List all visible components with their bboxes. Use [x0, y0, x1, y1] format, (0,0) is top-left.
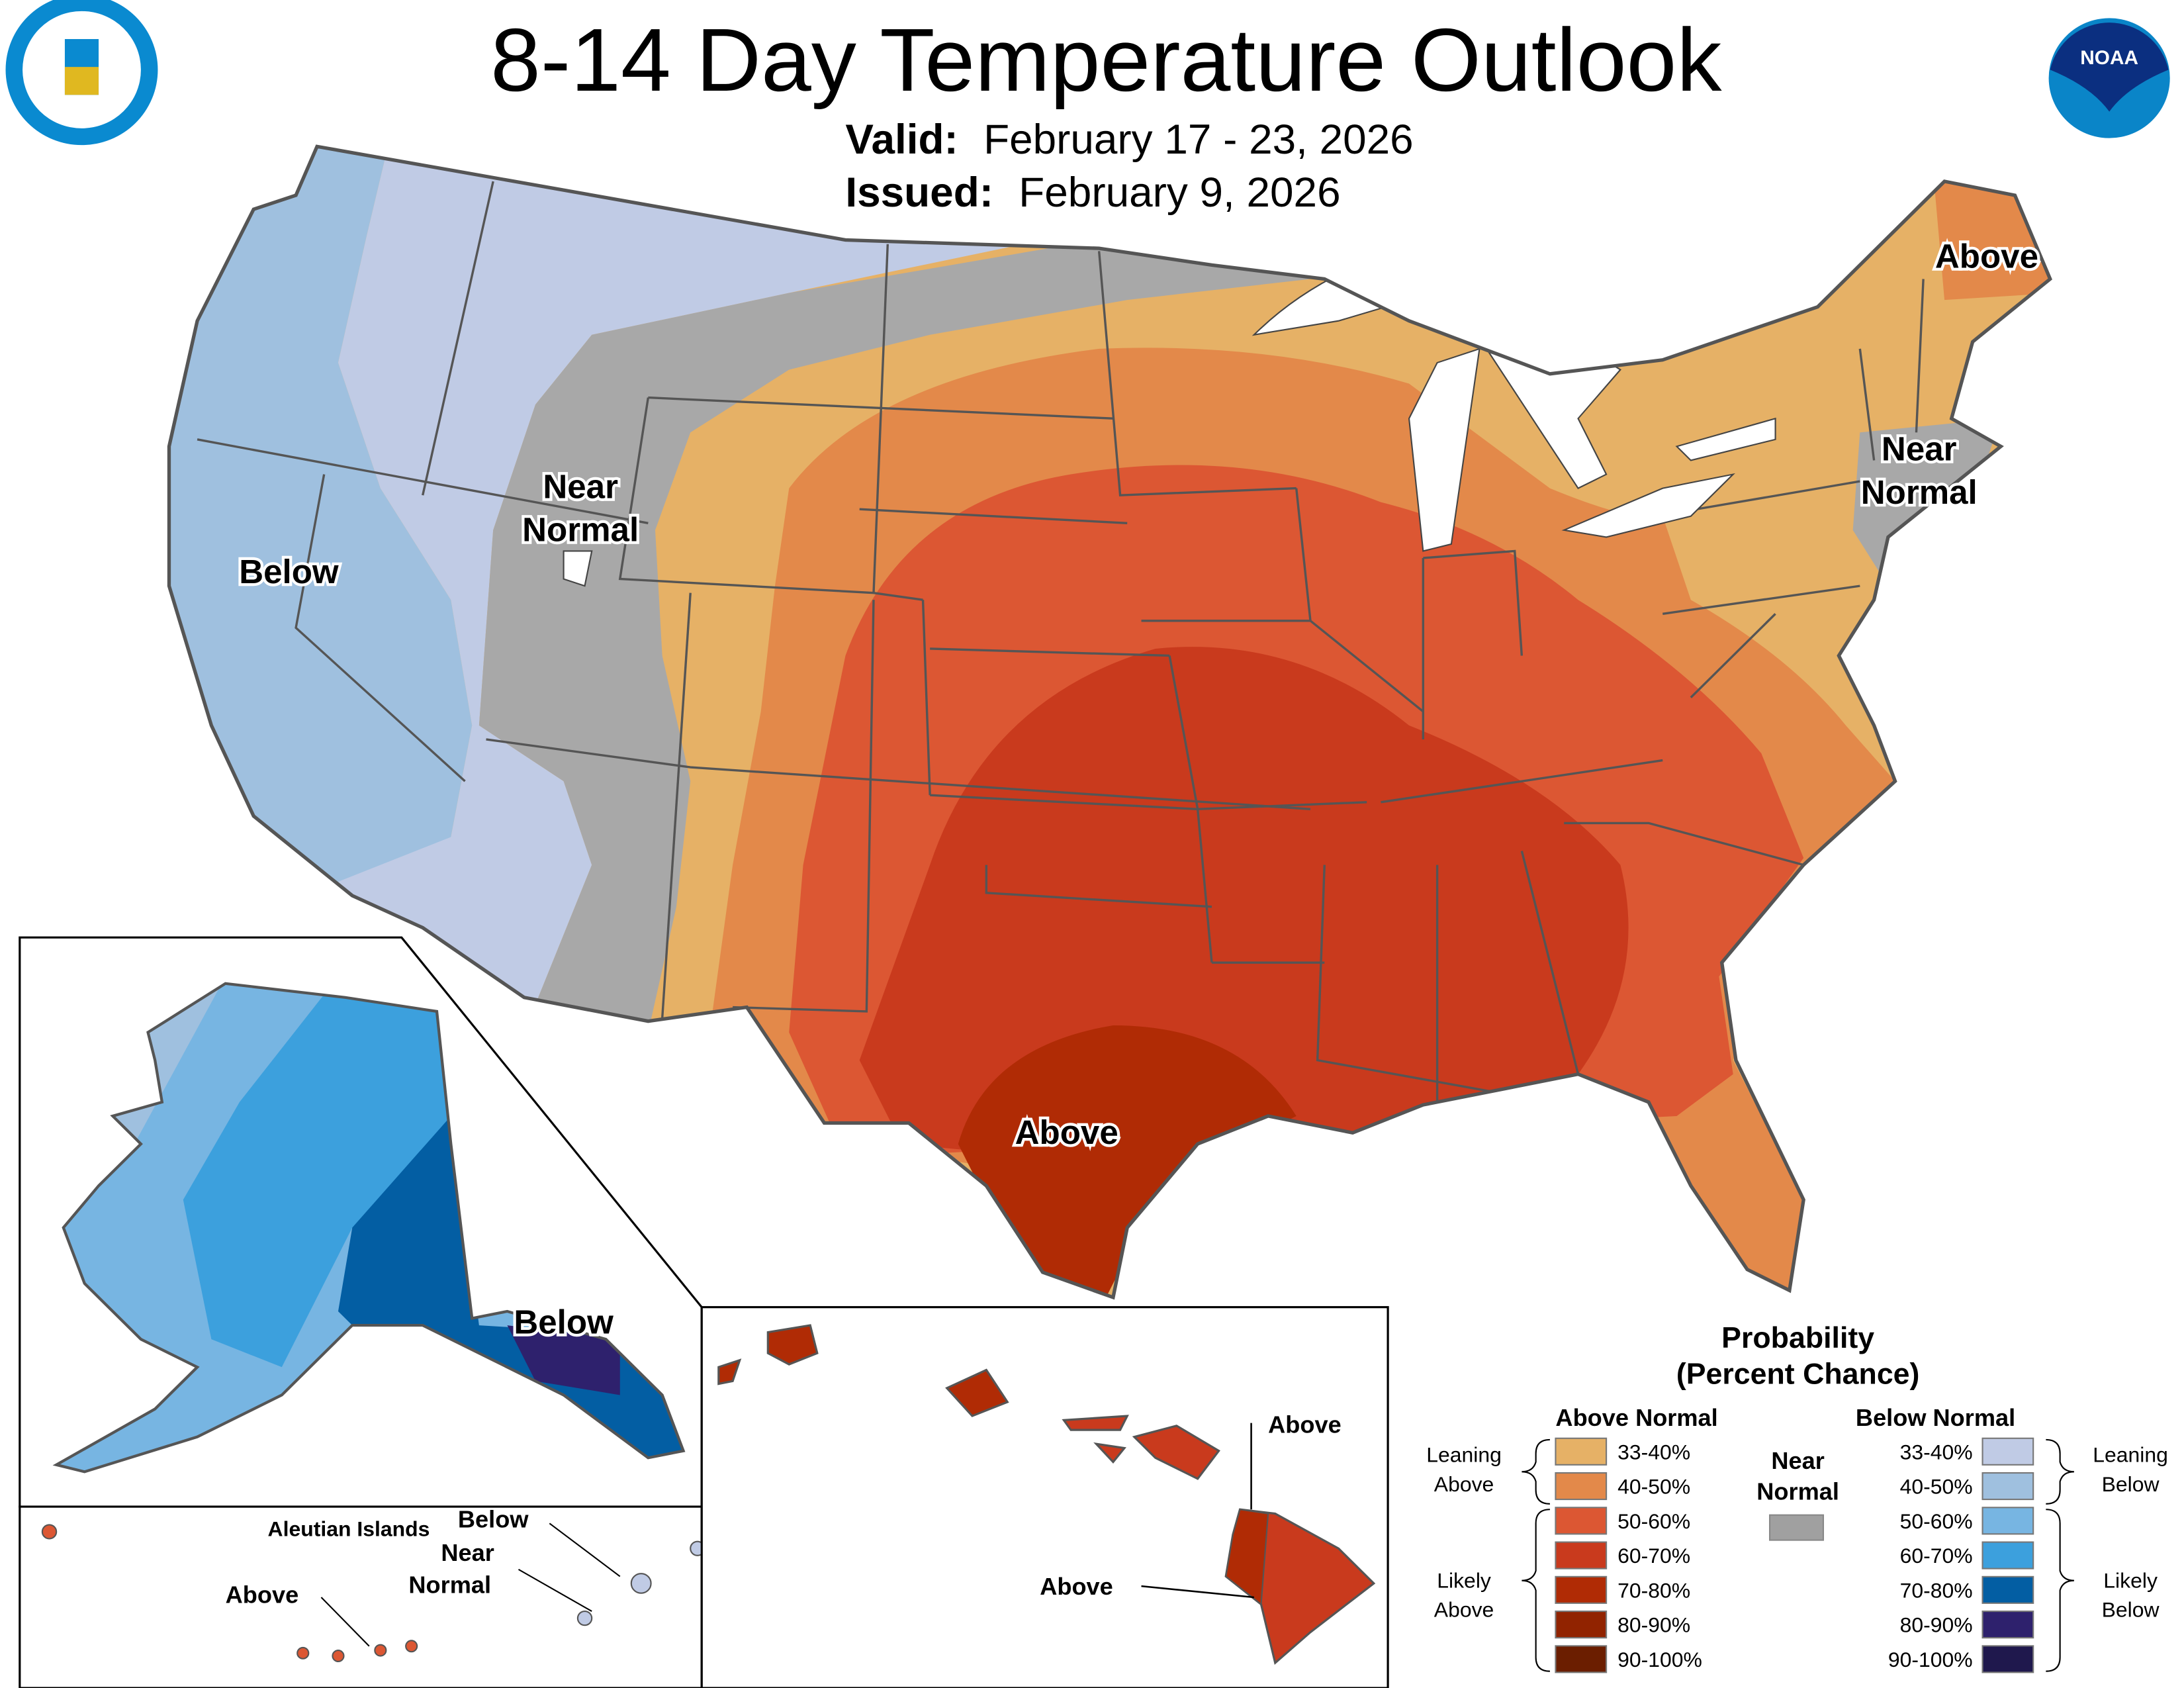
legend-swatch-above-6 [1555, 1645, 1608, 1673]
label-east-near-2: Normal [1861, 473, 1978, 511]
svg-text:Leaning: Leaning [1426, 1443, 1502, 1467]
svg-text:Leaning: Leaning [2093, 1443, 2168, 1467]
svg-text:NOAA: NOAA [2080, 47, 2138, 69]
label-ne-above: Above [1935, 238, 2038, 275]
label-conus-below: Below [239, 553, 339, 590]
legend-near-1: Near [1771, 1447, 1824, 1474]
issued-date: February 9, 2026 [1019, 169, 1340, 216]
legend-swatch-above-2 [1555, 1507, 1608, 1535]
svg-text:Above: Above [1434, 1472, 1494, 1496]
legend-near-2: Normal [1756, 1478, 1839, 1505]
legend-swatch-above-0 [1555, 1437, 1608, 1466]
label-alaska-below: Below [514, 1303, 614, 1341]
legend-label-below-4: 70-80% [1900, 1579, 1973, 1603]
region-below-33-40 [310, 146, 1057, 1005]
svg-text:Likely: Likely [1437, 1568, 1491, 1592]
legend-label-above-2: 50-60% [1617, 1509, 1690, 1533]
legend-swatch-below-5 [1981, 1611, 2034, 1639]
legend-label-below-1: 40-50% [1900, 1475, 1973, 1499]
label-west-near-2: Normal [522, 511, 639, 549]
page-title: 8-14 Day Temperature Outlook [490, 10, 1722, 110]
legend-swatch-below-0 [1981, 1437, 2034, 1466]
legend-swatch-above-1 [1555, 1472, 1608, 1501]
legend-above-header: Above Normal [1555, 1404, 1717, 1431]
svg-text:Below: Below [2102, 1472, 2160, 1496]
legend-label-below-2: 50-60% [1900, 1509, 1973, 1533]
aleutian-below: Below [458, 1506, 529, 1533]
region-near-normal-west [478, 237, 1310, 1033]
noaa-logo: NOAA [2048, 18, 2170, 138]
svg-text:Above: Above [1434, 1598, 1494, 1622]
aleutian-above: Above [226, 1581, 299, 1609]
legend-label-above-5: 80-90% [1617, 1613, 1690, 1637]
legend-swatch-above-3 [1555, 1541, 1608, 1570]
region-above-40-50-maine [1930, 146, 2050, 301]
label-east-near-1: Near [1882, 430, 1957, 468]
header: 8-14 Day Temperature Outlook Valid: Febru… [5, 0, 2170, 216]
valid-label: Valid: [845, 116, 958, 163]
legend-swatch-below-3 [1981, 1541, 2034, 1570]
department-of-commerce-seal [5, 0, 158, 146]
legend-swatch-above-5 [1555, 1611, 1608, 1639]
svg-text:Likely: Likely [2103, 1568, 2158, 1592]
legend-label-above-4: 70-80% [1617, 1579, 1690, 1603]
legend-title-2: (Percent Chance) [1676, 1358, 1920, 1391]
state-boundaries [197, 181, 1925, 1103]
label-west-near-1: Near [543, 468, 618, 506]
legend-label-below-3: 60-70% [1900, 1544, 1973, 1568]
aleutian-near-1: Near [441, 1539, 494, 1566]
legend-label-above-3: 60-70% [1617, 1544, 1690, 1568]
hawaii-above-1: Above [1268, 1411, 1342, 1438]
region-below-40-50 [169, 146, 473, 977]
legend-label-below-5: 80-90% [1900, 1613, 1973, 1637]
legend-label-above-0: 33-40% [1617, 1440, 1690, 1464]
legend-swatch-near-normal [1769, 1514, 1825, 1541]
legend-label-below-6: 90-100% [1888, 1648, 1973, 1671]
issued-label: Issued: [845, 169, 993, 216]
valid-dates: February 17 - 23, 2026 [983, 116, 1414, 163]
aleutian-title: Aleutian Islands [268, 1517, 430, 1540]
legend-swatch-below-1 [1981, 1472, 2034, 1501]
legend-swatch-above-4 [1555, 1575, 1608, 1604]
conus-outline [167, 144, 2052, 1300]
legend-title-1: Probability [1721, 1322, 1874, 1354]
svg-text:Issued:February 9, 2026: Issued: February 9, 2026 [845, 169, 1340, 216]
label-south-above: Above [1015, 1113, 1118, 1151]
legend-swatch-below-6 [1981, 1645, 2034, 1673]
legend-label-above-1: 40-50% [1617, 1475, 1690, 1499]
hawaii-inset: Above Above [700, 1306, 1389, 1688]
svg-text:Below: Below [2102, 1598, 2160, 1622]
hawaii-above-2: Above [1040, 1573, 1113, 1600]
great-lakes [563, 243, 1776, 587]
aleutian-near-2: Normal [408, 1571, 491, 1599]
legend-swatch-below-2 [1981, 1507, 2034, 1535]
legend-below-header: Below Normal [1856, 1404, 2015, 1431]
legend-label-below-0: 33-40% [1900, 1440, 1973, 1464]
svg-text:Valid:February 17 - 23, 2026: Valid: February 17 - 23, 2026 [845, 116, 1413, 163]
legend-swatch-below-4 [1981, 1575, 2034, 1604]
legend: Probability (Percent Chance) Above Norma… [1426, 1322, 2168, 1673]
region-above-70-80 [958, 1025, 1297, 1297]
aleutian-inset: Aleutian Islands Below Near Normal Above [19, 1505, 705, 1688]
legend-label-above-6: 90-100% [1617, 1648, 1702, 1671]
